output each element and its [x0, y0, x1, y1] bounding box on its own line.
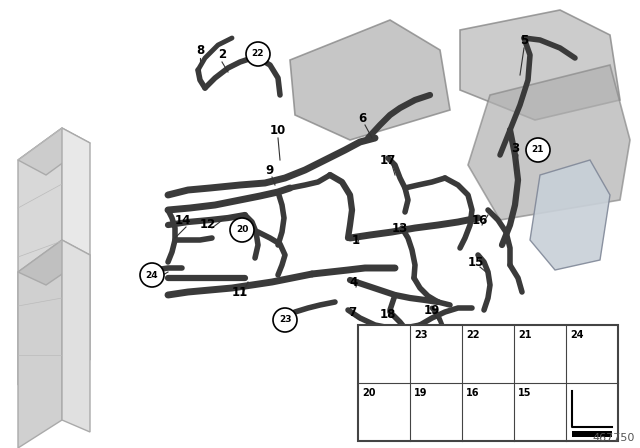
Text: 17: 17 [380, 154, 396, 167]
Polygon shape [18, 240, 62, 448]
Circle shape [526, 138, 550, 162]
Text: 8: 8 [196, 43, 204, 56]
Text: 10: 10 [270, 124, 286, 137]
Circle shape [230, 218, 254, 242]
Text: 13: 13 [392, 221, 408, 234]
Polygon shape [290, 20, 450, 140]
Polygon shape [460, 10, 620, 120]
Text: 11: 11 [232, 285, 248, 298]
Polygon shape [62, 128, 90, 360]
Text: 20: 20 [236, 225, 248, 234]
Text: 12: 12 [200, 219, 216, 232]
Polygon shape [18, 128, 90, 175]
Text: 14: 14 [175, 214, 191, 227]
Polygon shape [530, 160, 610, 270]
Polygon shape [468, 65, 630, 220]
Text: 15: 15 [468, 255, 484, 268]
Text: 16: 16 [472, 214, 488, 227]
Text: 16: 16 [466, 388, 479, 398]
Text: 21: 21 [518, 330, 531, 340]
Text: 21: 21 [532, 146, 544, 155]
Text: 22: 22 [252, 49, 264, 59]
Text: 20: 20 [362, 388, 376, 398]
Text: 18: 18 [380, 307, 396, 320]
Text: 467750: 467750 [593, 433, 635, 443]
Text: 15: 15 [518, 388, 531, 398]
Polygon shape [18, 240, 90, 285]
Polygon shape [18, 128, 62, 385]
Text: 1: 1 [352, 233, 360, 246]
Text: 6: 6 [358, 112, 366, 125]
Circle shape [140, 263, 164, 287]
Text: 3: 3 [511, 142, 519, 155]
Text: 23: 23 [414, 330, 428, 340]
Text: 4: 4 [350, 276, 358, 289]
Text: 24: 24 [570, 330, 584, 340]
Circle shape [273, 308, 297, 332]
Bar [572, 431, 612, 437]
Bar [358, 325, 618, 441]
Circle shape [246, 42, 270, 66]
Text: 22: 22 [466, 330, 479, 340]
Text: 5: 5 [520, 34, 528, 47]
Text: 19: 19 [424, 303, 440, 316]
Polygon shape [62, 240, 90, 432]
Text: 24: 24 [146, 271, 158, 280]
Text: 9: 9 [266, 164, 274, 177]
Text: 7: 7 [348, 306, 356, 319]
Text: 19: 19 [414, 388, 428, 398]
Text: 23: 23 [279, 315, 291, 324]
Text: 2: 2 [218, 48, 226, 61]
